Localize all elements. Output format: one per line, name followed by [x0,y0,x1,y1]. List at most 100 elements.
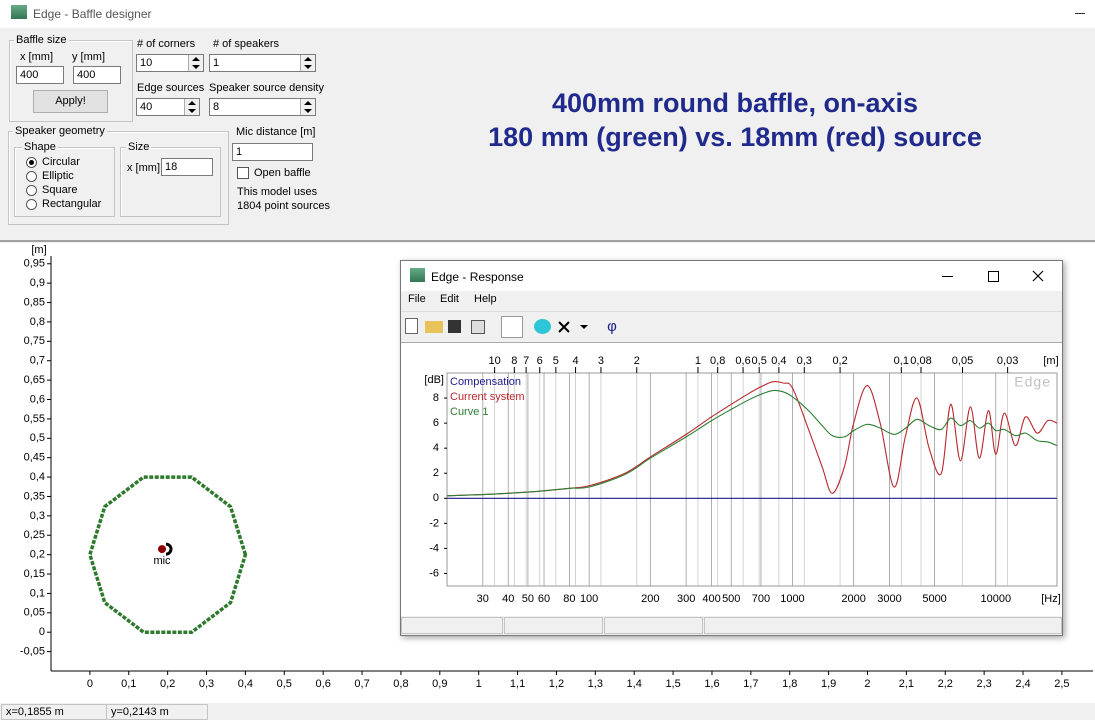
spin-input[interactable]: 1 [209,54,316,72]
checkbox[interactable] [237,167,249,179]
app-icon [410,268,425,282]
legend-entry: Curve 1 [450,406,489,418]
text-input[interactable]: 18 [161,158,213,176]
copy-button[interactable] [471,320,485,334]
pen-button[interactable] [501,316,523,338]
watermark: Edge [1014,374,1051,390]
x-tick-label: 1,7 [743,678,758,690]
plot-frame [446,372,1058,587]
x-tick-label: 2000 [841,593,865,605]
dropdown-button[interactable] [580,325,588,330]
y-tick-label: 8 [433,392,439,404]
x2-tick-label: 0,5 [752,355,767,367]
spin-button[interactable] [300,55,315,71]
y-tick-label: 0,95 [24,258,45,270]
status-x: x=0,1855 m [1,704,107,720]
axis-unit: [m] [31,244,46,256]
group-label: Baffle size [14,34,69,46]
checkbox-label[interactable]: Open baffle [254,167,311,179]
x-tick-label: 2,3 [976,678,991,690]
delete-button[interactable] [557,320,571,334]
x2-tick-label: 3 [598,355,604,367]
menu-item[interactable]: Help [474,293,497,305]
x2-tick-label: 10 [489,355,501,367]
x-tick-label: 0,5 [277,678,292,690]
radio[interactable] [26,199,37,210]
minimize-button[interactable] [1075,13,1085,14]
title-bar: Edge - Response [401,261,1062,291]
status-bar: x=0,1855 m y=0,2143 m [0,703,1095,720]
x-tick-label: 1,8 [782,678,797,690]
new-button[interactable] [405,318,418,334]
status-pane [704,617,1062,634]
x-tick-label: 3000 [877,593,901,605]
x2-tick-label: 0,6 [735,355,750,367]
text-input[interactable]: 400 [73,66,121,84]
info-text: 1804 point sources [237,200,330,212]
curve-button[interactable] [534,319,551,334]
x2-tick-label: 0,05 [952,355,973,367]
y-tick-label: 0,15 [24,568,45,580]
mic-body [165,542,173,556]
menu-item[interactable]: Edit [440,293,459,305]
radio-label[interactable]: Square [42,184,78,196]
mic-label: mic [153,555,171,567]
group-box [14,147,115,217]
group-box [8,131,229,225]
y-tick-label: 0,55 [24,413,45,425]
x2-tick-label: 0,1 [894,355,909,367]
menu-item[interactable]: File [408,293,426,305]
x-tick-label: 200 [641,593,659,605]
separator [0,240,1095,242]
close-button[interactable] [1032,270,1044,282]
x2-tick-label: 8 [511,355,517,367]
value: 10 [140,57,153,69]
radio-label[interactable]: Circular [42,156,80,168]
y-tick-label: 0,1 [30,587,45,599]
radio[interactable] [26,171,37,182]
phase-button[interactable]: φ [607,318,617,335]
value: 40 [140,101,153,113]
radio[interactable] [26,185,37,196]
group-label: Shape [22,141,58,153]
minimize-button[interactable] [942,276,953,277]
x-tick-label: 2,4 [1015,678,1030,690]
spin-button[interactable] [300,99,315,115]
x2-tick-label: 0,8 [710,355,725,367]
label: Mic distance [m] [236,126,316,138]
x2-tick-label: 0,4 [771,355,786,367]
y-tick-label: 2 [433,467,439,479]
spin-button[interactable] [188,55,203,71]
x2-unit: [m] [1043,355,1058,367]
apply-button[interactable]: Apply! [33,90,108,113]
text-input[interactable]: 400 [16,66,64,84]
x-tick-label: 2 [864,678,870,690]
y-tick-label: 0,65 [24,374,45,386]
label: # of speakers [213,38,280,50]
radio-label[interactable]: Elliptic [42,170,74,182]
radio-label[interactable]: Rectangular [42,198,102,210]
maximize-button[interactable] [988,271,999,282]
title-bar: Edge - Baffle designer [0,0,1095,28]
series-line [446,381,1058,497]
status-pane [504,617,603,634]
y-tick-label: 0,2 [30,549,45,561]
x-tick-label: 40 [502,593,514,605]
open-button[interactable] [425,321,443,333]
text-input[interactable]: 1 [232,143,313,161]
label: x [mm] [20,51,53,63]
radio[interactable] [26,157,37,168]
spin-button[interactable] [184,99,199,115]
label: Edge sources [137,82,205,94]
spin-input[interactable]: 10 [136,54,204,72]
group-label: Size [126,141,152,153]
spin-input[interactable]: 40 [136,98,200,116]
x-tick-label: 2,5 [1054,678,1069,690]
y-tick-label: 0,05 [24,607,45,619]
y-tick-label: 0,85 [24,296,45,308]
save-button[interactable] [448,320,461,333]
spin-input[interactable]: 8 [209,98,316,116]
y-tick-label: 0,6 [30,393,45,405]
x-tick-label: 500 [722,593,740,605]
